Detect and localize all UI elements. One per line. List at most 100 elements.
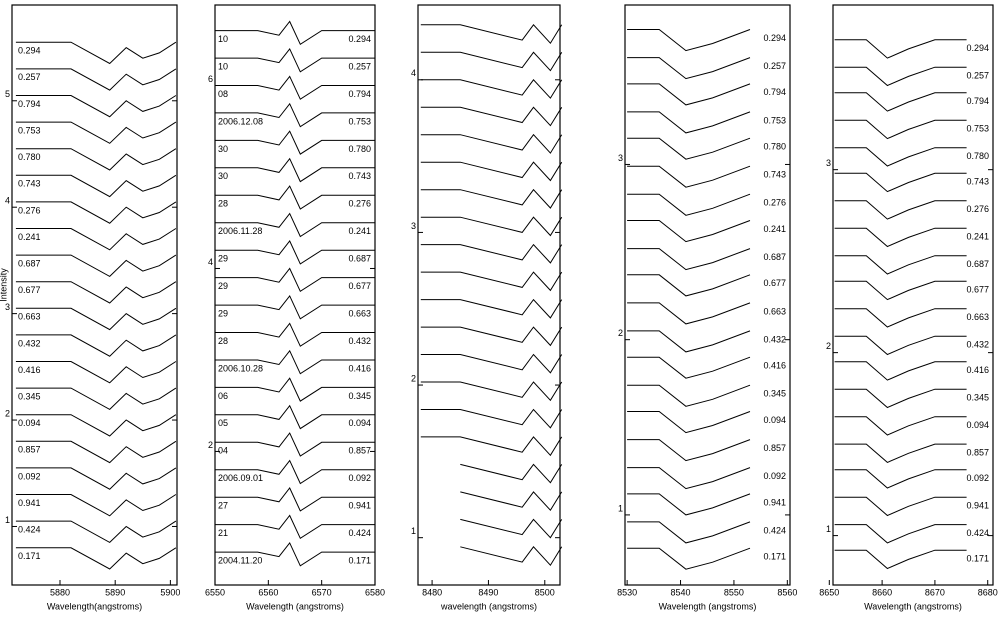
spectrum-line bbox=[460, 546, 563, 567]
spectrum-line bbox=[215, 157, 375, 183]
spectrum-line bbox=[215, 404, 375, 430]
spectrum-line bbox=[420, 243, 563, 264]
spectrum-line bbox=[15, 387, 177, 411]
x-tick-label: 5900 bbox=[160, 587, 180, 597]
spectrum-label: 0.743 bbox=[966, 177, 989, 187]
spectrum-line bbox=[627, 521, 751, 544]
spectrum-line bbox=[215, 459, 375, 485]
spectrum-line bbox=[627, 83, 751, 106]
spectrum-label: 0.416 bbox=[18, 365, 41, 375]
spectrum-line bbox=[834, 119, 967, 140]
date-label: 29 bbox=[218, 308, 228, 318]
x-tick-label: 6580 bbox=[365, 587, 385, 597]
spectrum-label: 0.780 bbox=[966, 151, 989, 161]
spectrum-line bbox=[420, 353, 563, 374]
spectrum-label: 0.424 bbox=[763, 525, 786, 535]
spectrum-label: 0.857 bbox=[966, 447, 989, 457]
date-label: 27 bbox=[218, 501, 228, 511]
spectrum-line bbox=[15, 414, 177, 437]
spectrum-label: 0.241 bbox=[763, 224, 786, 234]
spectrum-line bbox=[215, 349, 375, 375]
spectrum-label: 0.171 bbox=[763, 552, 786, 562]
spectrum-label: 0.753 bbox=[348, 116, 371, 126]
spectrum-label: 0.094 bbox=[18, 418, 41, 428]
spectrum-line bbox=[834, 443, 967, 463]
spectrum-line bbox=[627, 467, 751, 490]
spectrum-label: 0.687 bbox=[763, 252, 786, 262]
spectrum-label: 0.094 bbox=[348, 418, 371, 428]
date-label: 28 bbox=[218, 336, 228, 346]
spectrum-label: 0.424 bbox=[348, 528, 371, 538]
spectrum-line bbox=[15, 174, 177, 198]
spectrum-label: 0.276 bbox=[763, 198, 786, 208]
spectrum-line bbox=[834, 200, 967, 220]
date-label: 29 bbox=[218, 254, 228, 264]
x-axis-label: wavelength (angstroms) bbox=[440, 601, 537, 611]
spectrum-label: 0.345 bbox=[966, 393, 989, 403]
spectrum-label: 0.941 bbox=[966, 501, 989, 511]
x-tick-label: 5890 bbox=[105, 587, 125, 597]
spectrum-line bbox=[420, 436, 563, 457]
spectrum-line bbox=[15, 440, 177, 464]
spectrum-line bbox=[15, 361, 177, 384]
spectrum-line bbox=[15, 520, 177, 544]
date-label: 28 bbox=[218, 199, 228, 209]
spectrum-line bbox=[15, 254, 177, 278]
x-tick-label: 8680 bbox=[978, 587, 998, 597]
x-tick-label: 8660 bbox=[872, 587, 892, 597]
x-tick-label: 8670 bbox=[925, 587, 945, 597]
spectrum-label: 0.257 bbox=[763, 61, 786, 71]
date-label: 2006.09.01 bbox=[218, 473, 263, 483]
x-tick-label: 8560 bbox=[777, 587, 797, 597]
spectrum-label: 0.171 bbox=[966, 554, 989, 564]
spectrum-line bbox=[215, 240, 375, 265]
spectrum-line bbox=[215, 267, 375, 293]
spectrum-label: 0.753 bbox=[18, 125, 41, 135]
spectrum-line bbox=[215, 322, 375, 347]
x-tick-label: 8490 bbox=[478, 587, 498, 597]
spectrum-label: 0.941 bbox=[763, 497, 786, 507]
spectrum-line bbox=[15, 494, 177, 517]
spectrum-line bbox=[834, 227, 967, 248]
plot-frame bbox=[214, 4, 376, 586]
spectrum-line bbox=[15, 68, 177, 91]
spectrum-line bbox=[215, 377, 375, 402]
spectrum-label: 0.171 bbox=[348, 555, 371, 565]
date-label: 10 bbox=[218, 61, 228, 71]
spectrum-label: 0.753 bbox=[763, 115, 786, 125]
spectrum-line bbox=[627, 547, 751, 570]
spectrum-label: 0.794 bbox=[966, 96, 989, 106]
spectrum-label: 0.294 bbox=[348, 34, 371, 44]
spectrum-line bbox=[834, 549, 967, 570]
date-label: 2006.10.28 bbox=[218, 363, 263, 373]
spectrum-label: 0.345 bbox=[763, 389, 786, 399]
spectrum-label: 0.294 bbox=[966, 43, 989, 53]
spectrum-label: 0.432 bbox=[348, 336, 371, 346]
spectrum-label: 0.092 bbox=[966, 473, 989, 483]
spectrum-line bbox=[420, 408, 563, 429]
spectrum-line bbox=[627, 57, 751, 80]
spectrum-line bbox=[834, 388, 967, 409]
date-label: 10 bbox=[218, 34, 228, 44]
date-label: 21 bbox=[218, 528, 228, 538]
spectrum-line bbox=[627, 384, 751, 407]
spectrum-label: 0.677 bbox=[18, 285, 41, 295]
spectrum-label: 0.857 bbox=[763, 443, 786, 453]
spectrum-line bbox=[420, 271, 563, 292]
x-axis-label: Wavelength (angstroms) bbox=[864, 601, 962, 611]
x-tick-label: 8530 bbox=[617, 587, 637, 597]
spectrum-line bbox=[834, 39, 967, 59]
panel: 6550 6560 6570 6580 2 4 6 Wavelength (angstroms… bbox=[205, 4, 385, 611]
y-tick-label: 2 bbox=[5, 408, 10, 418]
spectrum-line bbox=[834, 255, 967, 275]
y-axis-label: Intensity bbox=[0, 268, 8, 302]
spectrum-label: 0.677 bbox=[348, 281, 371, 291]
spectrum-line bbox=[420, 161, 563, 182]
spectrum-label: 0.424 bbox=[966, 528, 989, 538]
spectrum-line bbox=[420, 326, 563, 347]
spectrum-line bbox=[215, 102, 375, 128]
spectrum-label: 0.687 bbox=[348, 254, 371, 264]
spectrum-label: 0.941 bbox=[348, 501, 371, 511]
spectrum-label: 0.857 bbox=[348, 446, 371, 456]
spectrum-label: 0.780 bbox=[763, 142, 786, 152]
